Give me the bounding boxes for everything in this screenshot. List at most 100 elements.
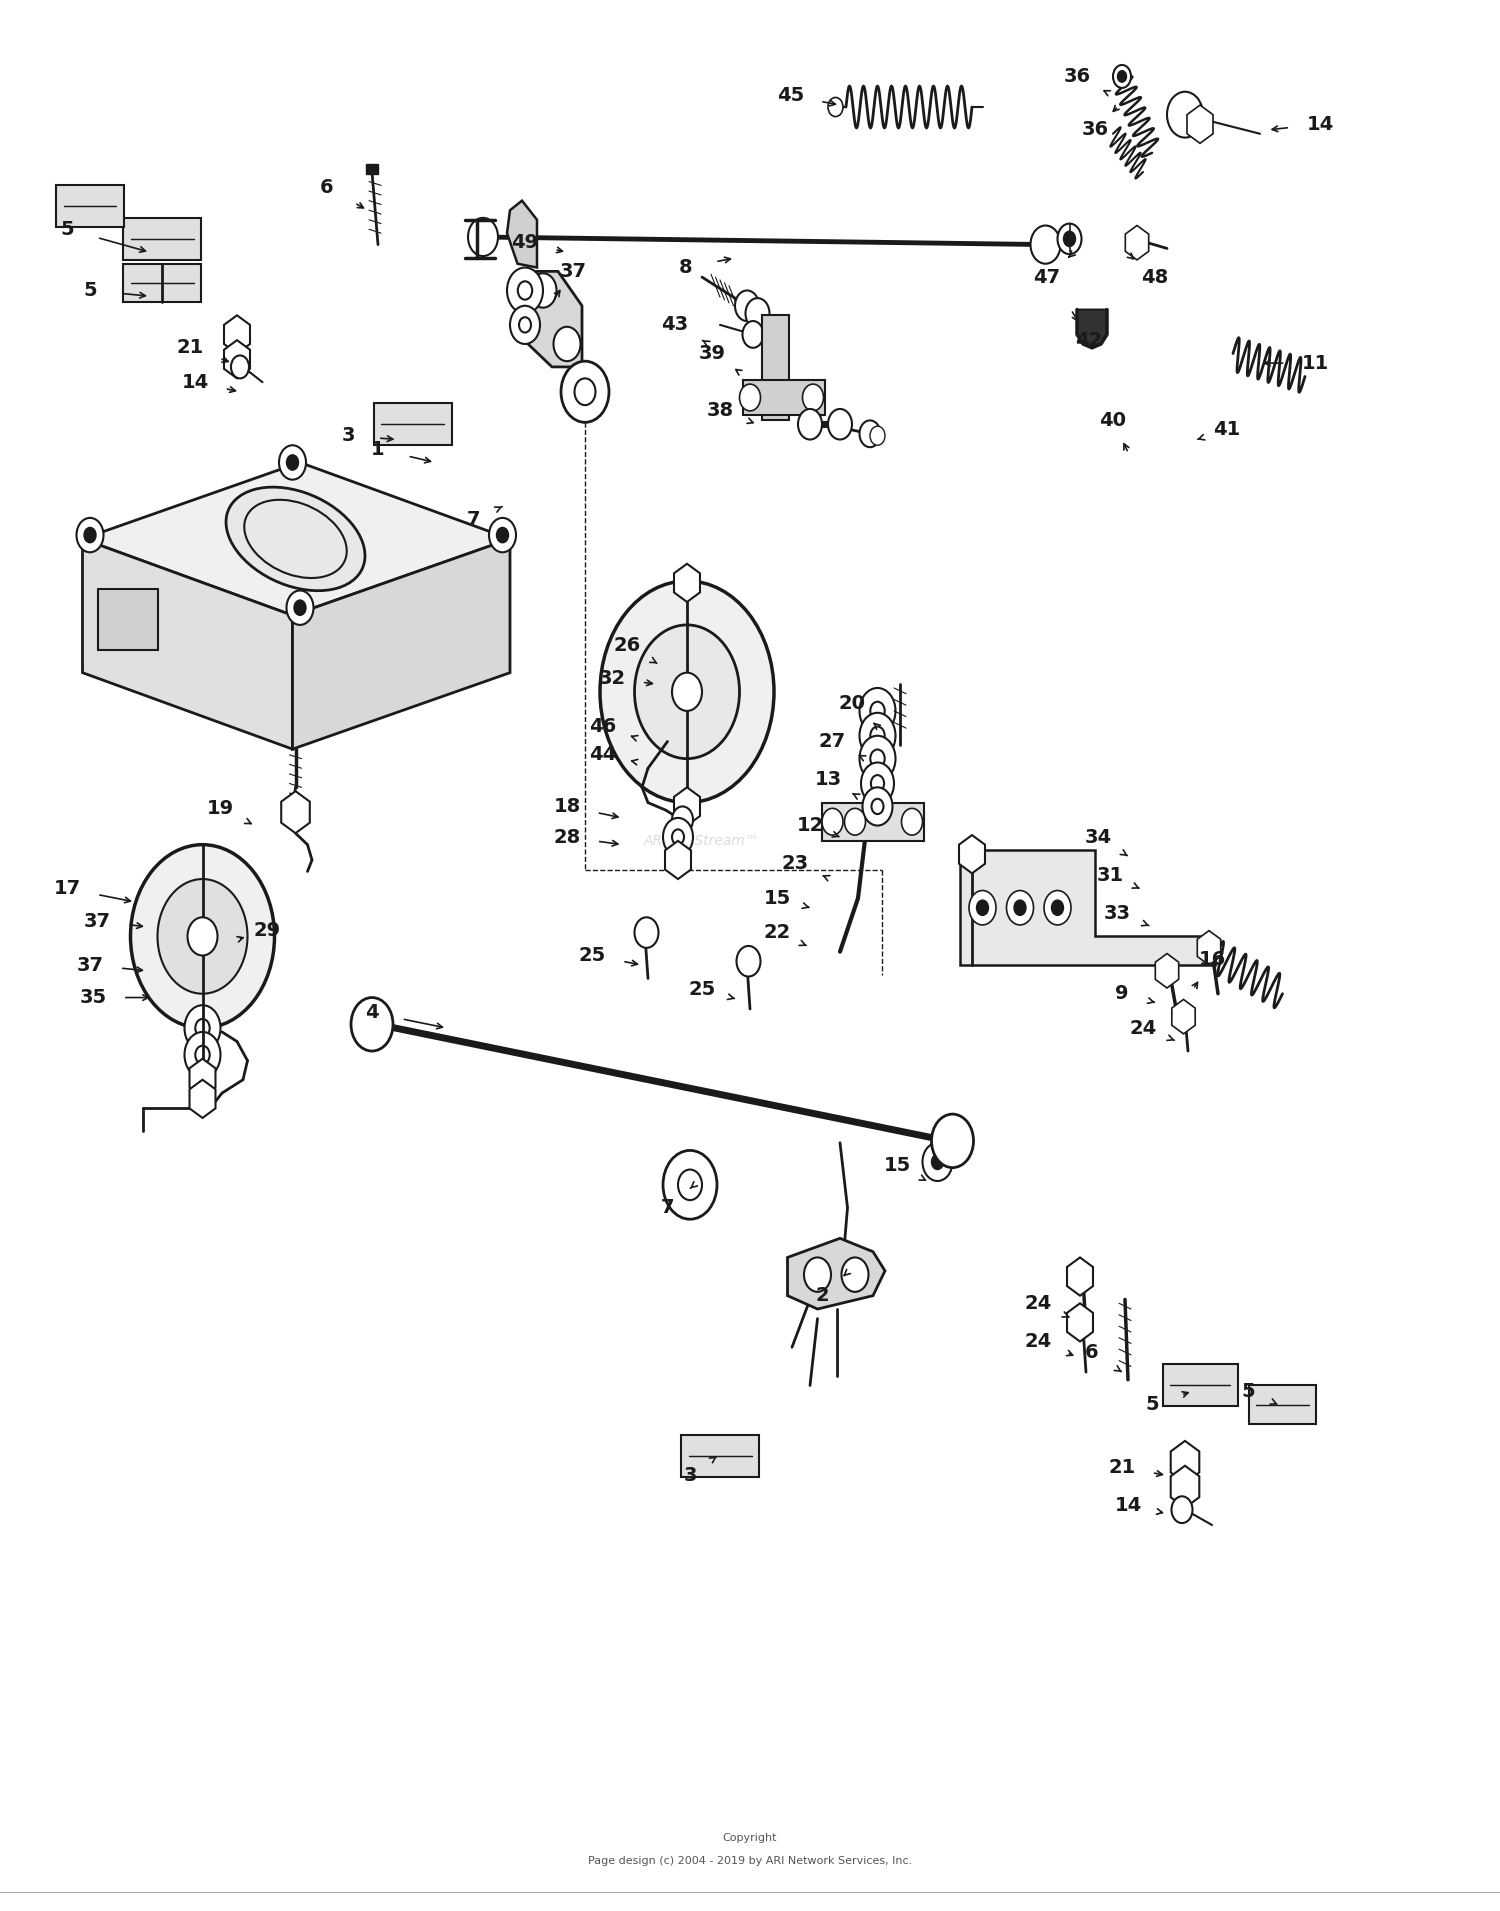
Circle shape xyxy=(802,384,824,411)
Circle shape xyxy=(351,998,393,1051)
Bar xyxy=(822,803,924,841)
Circle shape xyxy=(672,673,702,711)
Polygon shape xyxy=(1077,310,1107,348)
Circle shape xyxy=(870,749,885,768)
Polygon shape xyxy=(507,201,537,268)
Polygon shape xyxy=(1197,931,1221,965)
Circle shape xyxy=(740,384,760,411)
Polygon shape xyxy=(280,791,310,833)
Polygon shape xyxy=(1066,1303,1094,1342)
Circle shape xyxy=(286,455,298,470)
Text: 49: 49 xyxy=(512,233,538,252)
Circle shape xyxy=(922,1143,952,1181)
Text: 6: 6 xyxy=(320,178,334,197)
Circle shape xyxy=(859,420,880,447)
Circle shape xyxy=(130,845,274,1028)
Text: 40: 40 xyxy=(1100,411,1126,430)
Text: 22: 22 xyxy=(764,923,790,942)
Circle shape xyxy=(871,776,883,791)
Text: 4: 4 xyxy=(364,1003,380,1022)
Circle shape xyxy=(859,688,895,734)
Circle shape xyxy=(870,726,885,745)
Polygon shape xyxy=(958,835,986,873)
Text: 14: 14 xyxy=(182,373,209,392)
Text: Copyright: Copyright xyxy=(723,1833,777,1844)
Circle shape xyxy=(1044,891,1071,925)
Text: 24: 24 xyxy=(1130,1019,1156,1038)
Text: 21: 21 xyxy=(177,338,204,357)
Circle shape xyxy=(184,1032,220,1078)
Circle shape xyxy=(870,701,885,720)
Text: 3: 3 xyxy=(340,426,354,445)
Circle shape xyxy=(859,736,895,782)
Text: 18: 18 xyxy=(554,797,580,816)
Polygon shape xyxy=(224,340,251,378)
Text: 24: 24 xyxy=(1024,1294,1051,1313)
Bar xyxy=(742,380,825,415)
Text: 5: 5 xyxy=(60,220,75,239)
Circle shape xyxy=(468,218,498,256)
Bar xyxy=(57,185,123,227)
Text: 7: 7 xyxy=(660,1198,675,1217)
Circle shape xyxy=(294,600,306,615)
Circle shape xyxy=(510,306,540,344)
Text: 9: 9 xyxy=(1114,984,1128,1003)
Text: 32: 32 xyxy=(598,669,625,688)
Text: 36: 36 xyxy=(1064,67,1090,86)
Text: 5: 5 xyxy=(1144,1395,1160,1414)
Circle shape xyxy=(663,1150,717,1219)
Circle shape xyxy=(828,409,852,440)
Circle shape xyxy=(678,1170,702,1200)
Text: 14: 14 xyxy=(1306,115,1334,134)
Circle shape xyxy=(519,317,531,333)
Text: 11: 11 xyxy=(1302,354,1329,373)
Circle shape xyxy=(634,625,740,759)
Text: 15: 15 xyxy=(884,1156,910,1175)
Text: ARIPartStream™: ARIPartStream™ xyxy=(644,833,760,848)
Text: 20: 20 xyxy=(839,694,866,713)
Circle shape xyxy=(736,946,760,977)
Bar xyxy=(1162,1364,1238,1406)
Circle shape xyxy=(184,1005,220,1051)
Circle shape xyxy=(76,518,104,552)
Bar xyxy=(366,164,378,174)
Text: 25: 25 xyxy=(579,946,606,965)
Circle shape xyxy=(1064,231,1076,247)
Circle shape xyxy=(518,281,532,300)
Circle shape xyxy=(976,900,988,915)
Text: 37: 37 xyxy=(560,262,586,281)
Text: 45: 45 xyxy=(777,86,804,105)
Circle shape xyxy=(634,917,658,948)
Circle shape xyxy=(844,808,865,835)
Circle shape xyxy=(969,891,996,925)
Circle shape xyxy=(1007,891,1034,925)
Bar xyxy=(762,315,789,420)
Bar xyxy=(374,403,452,445)
Bar xyxy=(98,589,158,650)
Circle shape xyxy=(735,290,759,321)
Text: 13: 13 xyxy=(815,770,842,789)
Circle shape xyxy=(932,1114,974,1168)
Circle shape xyxy=(574,378,596,405)
Bar xyxy=(681,1435,759,1477)
Text: 15: 15 xyxy=(764,889,790,908)
Polygon shape xyxy=(674,787,700,826)
Text: 46: 46 xyxy=(590,717,616,736)
Circle shape xyxy=(158,879,248,994)
Polygon shape xyxy=(960,850,1215,965)
Text: 21: 21 xyxy=(1108,1458,1136,1477)
Text: 48: 48 xyxy=(1142,268,1168,287)
Text: 16: 16 xyxy=(1198,950,1225,969)
Text: 33: 33 xyxy=(1104,904,1131,923)
Circle shape xyxy=(902,808,922,835)
Text: 27: 27 xyxy=(819,732,846,751)
Circle shape xyxy=(286,590,314,625)
Polygon shape xyxy=(1172,999,1196,1034)
Circle shape xyxy=(746,298,770,329)
Polygon shape xyxy=(788,1238,885,1309)
Circle shape xyxy=(871,799,883,814)
Circle shape xyxy=(1030,225,1060,264)
Polygon shape xyxy=(1066,1257,1094,1296)
Circle shape xyxy=(663,818,693,856)
Circle shape xyxy=(195,1045,210,1064)
